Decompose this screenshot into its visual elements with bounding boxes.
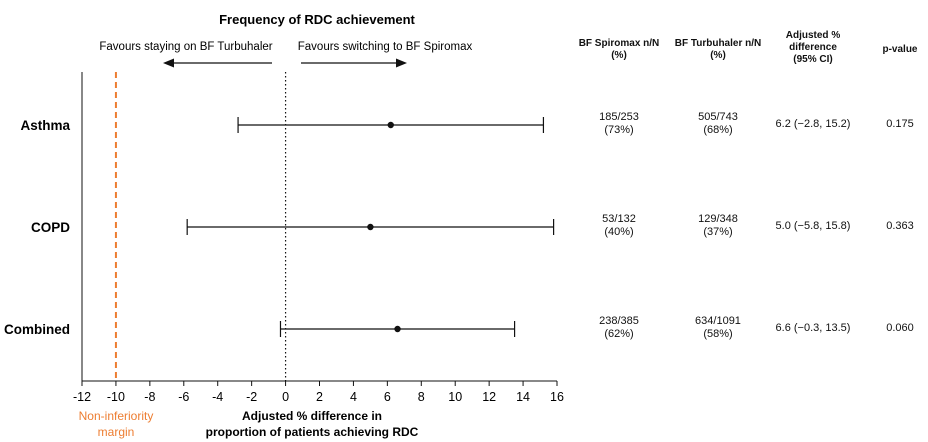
table-cell-turbuhaler: 634/1091 (58%) (662, 315, 774, 341)
header-spiromax-line-1: BF Spiromax n/N (578, 38, 660, 49)
table-cell-turbuhaler: 505/743 (68%) (662, 111, 774, 137)
header-spiromax-line-2: (%) (611, 50, 627, 61)
table-cell-line: (37%) (703, 226, 733, 238)
x-tick-label: -10 (107, 390, 125, 404)
table-cell-turbuhaler: 129/348 (37%) (662, 213, 774, 239)
x-tick-label: -12 (73, 390, 91, 404)
table-cell-line: 53/132 (602, 213, 636, 225)
arrow-right-label: Favours switching to BF Spiromax (298, 41, 473, 53)
header-p-value-text: p-value (882, 44, 918, 55)
table-cell-adjusted: 6.2 (−2.8, 15.2) (772, 118, 854, 131)
x-tick-label: 2 (316, 390, 323, 404)
table-cell-line: 5.0 (−5.8, 15.8) (775, 219, 851, 232)
table-cell-pvalue: 0.363 (872, 220, 928, 233)
header-adjusted-line-2: difference (789, 42, 837, 53)
x-tick-label: 8 (418, 390, 425, 404)
table-cell-line: 0.363 (886, 219, 914, 232)
table-cell-spiromax: 238/385 (62%) (566, 315, 672, 341)
table-cell-pvalue: 0.060 (872, 322, 928, 335)
table-cell-line: (40%) (604, 226, 634, 238)
table-cell-line: 238/385 (599, 315, 639, 327)
x-tick-label: 6 (384, 390, 391, 404)
table-cell-spiromax: 53/132 (40%) (566, 213, 672, 239)
chart-title: Frequency of RDC achievement (219, 12, 415, 27)
x-axis-label-line-2: proportion of patients achieving RDC (206, 425, 419, 439)
header-adjusted-line-3: (95% CI) (793, 54, 833, 65)
table-cell-line: 634/1091 (695, 315, 741, 327)
header-spiromax: BF Spiromax n/N (%) (566, 38, 672, 62)
table-cell-line: 6.6 (−0.3, 13.5) (775, 321, 851, 334)
estimate-point-combined (394, 325, 401, 333)
x-tick-label: 4 (350, 390, 357, 404)
margin-label-line-2: margin (98, 425, 135, 439)
table-cell-adjusted: 5.0 (−5.8, 15.8) (772, 220, 854, 233)
x-tick-label: 0 (282, 390, 289, 404)
x-tick-label: 14 (516, 390, 530, 404)
table-cell-line: 6.2 (−2.8, 15.2) (775, 117, 851, 130)
row-label-asthma: Asthma (20, 118, 70, 133)
header-turbuhaler: BF Turbuhaler n/N (%) (662, 38, 774, 62)
favours-left-arrow (163, 58, 272, 68)
table-cell-line: 0.060 (886, 321, 914, 334)
header-turbuhaler-line-2: (%) (710, 50, 726, 61)
x-tick-label: -4 (212, 390, 223, 404)
x-tick-label: -2 (246, 390, 257, 404)
table-cell-line: (73%) (604, 124, 634, 136)
table-cell-line: (68%) (703, 124, 733, 136)
x-tick-label: 12 (482, 390, 496, 404)
favours-right-arrow (301, 58, 407, 68)
table-cell-line: (62%) (604, 328, 634, 340)
margin-label-line-1: Non-inferiority (79, 409, 154, 423)
table-cell-line: 185/253 (599, 111, 639, 123)
table-cell-adjusted: 6.6 (−0.3, 13.5) (772, 322, 854, 335)
table-cell-pvalue: 0.175 (872, 118, 928, 131)
table-cell-line: (58%) (703, 328, 733, 340)
table-cell-spiromax: 185/253 (73%) (566, 111, 672, 137)
header-p-value: p-value (872, 44, 928, 56)
arrow-left-label: Favours staying on BF Turbuhaler (99, 41, 272, 53)
estimate-point-asthma (387, 121, 394, 129)
row-label-copd: COPD (31, 220, 70, 235)
row-label-combined: Combined (4, 322, 70, 337)
x-axis-label-line-1: Adjusted % difference in (242, 409, 382, 423)
x-tick-label: -8 (144, 390, 155, 404)
table-cell-line: 0.175 (886, 117, 914, 130)
header-adjusted-difference: Adjusted % difference (95% CI) (772, 30, 854, 66)
x-tick-label: 10 (448, 390, 462, 404)
header-turbuhaler-line-1: BF Turbuhaler n/N (674, 38, 762, 49)
estimate-point-copd (367, 223, 374, 231)
table-cell-line: 505/743 (698, 111, 738, 123)
header-adjusted-line-1: Adjusted % (785, 30, 841, 41)
x-tick-label: -6 (178, 390, 189, 404)
table-cell-line: 129/348 (698, 213, 738, 225)
x-tick-label: 16 (550, 390, 564, 404)
